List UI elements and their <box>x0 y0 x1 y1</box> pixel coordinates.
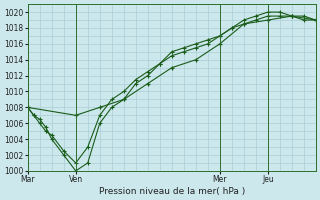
X-axis label: Pression niveau de la mer( hPa ): Pression niveau de la mer( hPa ) <box>99 187 245 196</box>
